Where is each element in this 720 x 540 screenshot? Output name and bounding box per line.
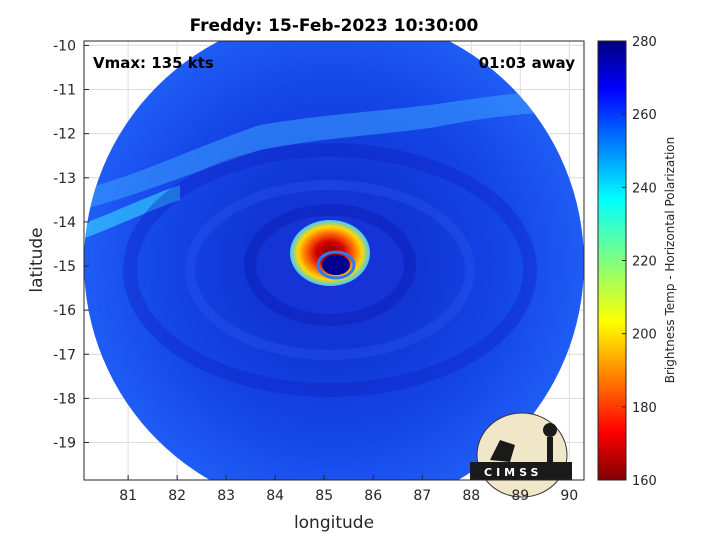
x-tick-label: 86 <box>364 488 382 504</box>
cold-band <box>84 89 584 210</box>
y-tick-label: -14 <box>53 215 76 231</box>
colorbar-tick-label: 200 <box>632 328 657 343</box>
colorbar-tick-label: 180 <box>632 401 657 416</box>
y-tick-label: -11 <box>53 83 76 99</box>
x-tick-label: 87 <box>413 488 431 504</box>
colorbar-tick-label: 160 <box>632 474 657 489</box>
logo-text: CIMSS <box>484 466 542 479</box>
x-tick-label: 82 <box>168 488 186 504</box>
x-tick-label: 89 <box>511 488 529 504</box>
chart-title: Freddy: 15-Feb-2023 10:30:00 <box>190 16 479 36</box>
time-away-annotation: 01:03 away <box>479 54 576 72</box>
colorbar-tick-label: 240 <box>632 181 657 196</box>
x-tick-label: 83 <box>217 488 235 504</box>
y-tick-label: -16 <box>53 303 76 319</box>
y-tick-label: -17 <box>53 347 76 363</box>
cimss-logo: CIMSS <box>470 412 572 498</box>
x-tick-label: 85 <box>315 488 333 504</box>
plot-frame <box>83 40 585 481</box>
colorbar-tick-label: 260 <box>632 108 657 123</box>
x-tick-label: 88 <box>462 488 480 504</box>
colorbar-title: Brightness Temp - Horizontal Polarizatio… <box>663 137 677 384</box>
x-tick-label: 90 <box>560 488 578 504</box>
colorbar-tick-labels: 160 180 200 220 240 260 280 <box>622 35 657 489</box>
y-tick-label: -15 <box>53 259 76 275</box>
y-tick-labels: -10 -11 -12 -13 -14 -15 -16 -17 -18 -19 <box>53 38 89 451</box>
y-tick-label: -19 <box>53 435 76 451</box>
y-tick-label: -12 <box>53 127 76 143</box>
colorbar-tick-label: 280 <box>632 35 657 50</box>
vmax-annotation: Vmax: 135 kts <box>93 54 214 72</box>
y-tick-label: -18 <box>53 391 76 407</box>
y-tick-label: -10 <box>53 38 76 54</box>
colorbar-tick-label: 220 <box>632 255 657 270</box>
x-tick-labels: 81 82 83 84 85 86 87 88 89 90 <box>119 475 578 504</box>
swath-image <box>84 41 584 480</box>
eye <box>322 255 350 275</box>
x-tick-label: 81 <box>119 488 137 504</box>
y-tick-label: -13 <box>53 171 76 187</box>
colorbar <box>597 40 627 481</box>
x-tick-label: 84 <box>266 488 284 504</box>
y-axis-title: latitude <box>27 227 47 292</box>
x-axis-title: longitude <box>294 513 374 533</box>
